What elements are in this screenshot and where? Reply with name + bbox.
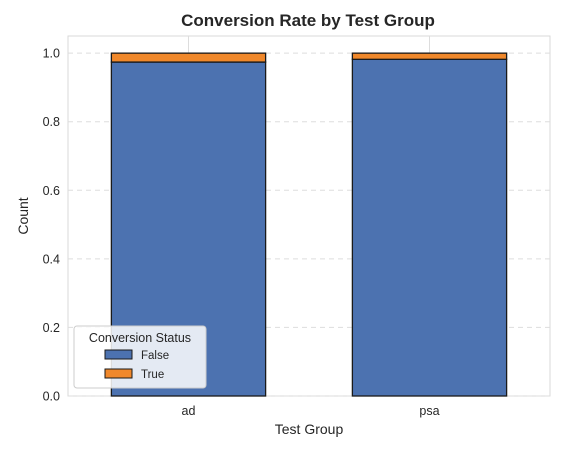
legend: Conversion Status False True (73, 325, 207, 389)
y-tick-label: 1.0 (43, 47, 60, 61)
legend-swatch-true (104, 368, 133, 379)
legend-title: Conversion Status (89, 331, 191, 345)
bar-psa-false (351, 58, 508, 397)
x-tick-label: ad (182, 404, 196, 418)
y-tick-label: 0.6 (43, 184, 60, 198)
x-axis-label: Test Group (275, 421, 344, 437)
chart-title: Conversion Rate by Test Group (181, 11, 435, 30)
y-tick-label: 0.4 (43, 252, 60, 266)
y-axis-label: Count (15, 197, 31, 234)
y-axis-ticks: 0.0 0.2 0.4 0.6 0.8 1.0 (43, 47, 60, 404)
legend-swatch-false (104, 349, 133, 360)
y-tick-label: 0.2 (43, 321, 60, 335)
legend-label-false: False (141, 350, 169, 362)
bars (110, 52, 508, 397)
legend-label-true: True (141, 369, 164, 381)
bar-psa-true (351, 52, 508, 60)
bar-ad-true (110, 52, 267, 63)
x-axis-ticks: ad psa (182, 404, 440, 418)
y-tick-label: 0.0 (43, 390, 60, 404)
x-tick-label: psa (419, 404, 439, 418)
y-tick-label: 0.8 (43, 115, 60, 129)
